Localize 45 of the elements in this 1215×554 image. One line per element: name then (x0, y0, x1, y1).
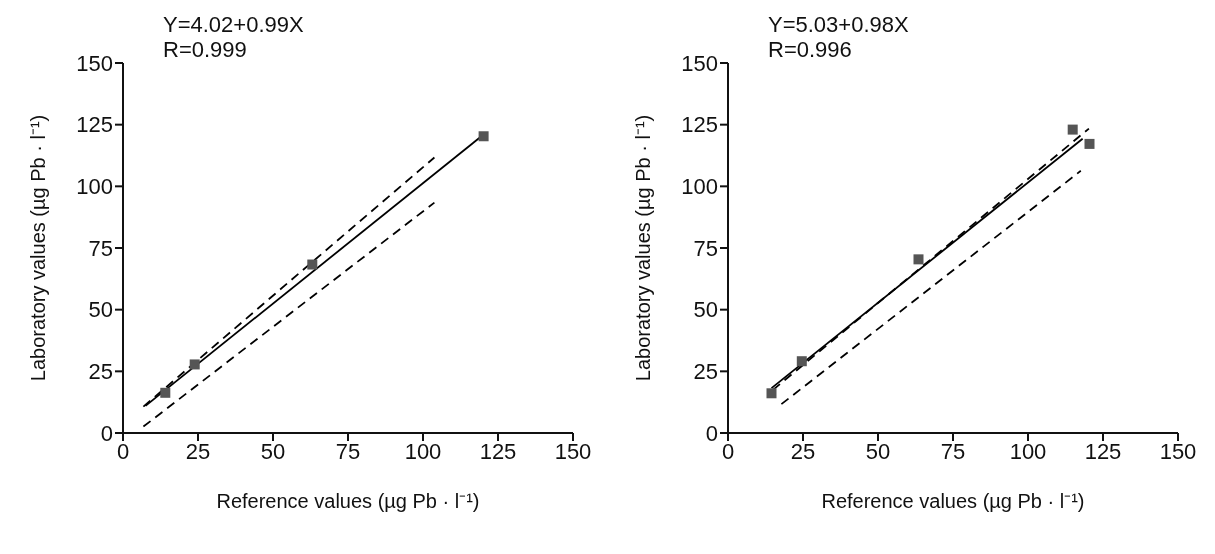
y-tick-label: 125 (76, 112, 113, 138)
point (766, 388, 777, 399)
y-tick-label: 0 (100, 420, 113, 446)
point (189, 359, 200, 370)
x-tick-label: 100 (404, 438, 442, 464)
point (913, 254, 924, 265)
x-tick-label: 25 (185, 438, 211, 464)
x-tick-label: 25 (790, 438, 816, 464)
point (160, 387, 171, 398)
point (307, 259, 318, 270)
y-tick-label: 50 (88, 297, 113, 323)
y-tick-label: 50 (693, 297, 718, 323)
y-tick-label: 25 (693, 359, 718, 385)
x-tick-label: 75 (335, 438, 361, 464)
x-tick-label: 50 (260, 438, 286, 464)
x-axis-title: Reference values (µg Pb · l⁻¹) (821, 490, 1085, 512)
x-tick-label: 150 (1159, 438, 1197, 464)
x-axis-title: Reference values (µg Pb · l⁻¹) (216, 490, 480, 512)
text: Y=4.02+0.99X (163, 12, 304, 37)
point (796, 356, 807, 367)
y-tick-label: 25 (88, 359, 113, 385)
y-tick-label: 150 (76, 50, 113, 76)
x-tick-label: 0 (116, 438, 130, 464)
x-tick-label: 75 (940, 438, 966, 464)
x-tick-label: 100 (1009, 438, 1047, 464)
y-tick-label: 150 (681, 50, 718, 76)
x-tick-label: 150 (554, 438, 592, 464)
y-tick-label: 100 (681, 174, 718, 200)
y-axis-title: Laboratory values (µg Pb · l⁻¹) (27, 114, 50, 382)
x-tick-label: 0 (721, 438, 735, 464)
point (1084, 138, 1095, 149)
y-tick-label: 75 (693, 235, 718, 261)
y-tick-label: 0 (705, 420, 718, 446)
x-tick-label: 125 (479, 438, 517, 464)
y-tick-label: 125 (681, 112, 718, 138)
y-tick-label: 75 (88, 235, 113, 261)
text: R=0.996 (768, 37, 853, 62)
y-tick-label: 100 (76, 174, 113, 200)
point (1067, 124, 1078, 135)
point (478, 131, 489, 142)
y-axis-title: Laboratory values (µg Pb · l⁻¹) (632, 114, 655, 382)
text: Y=5.03+0.98X (768, 12, 909, 37)
x-tick-label: 125 (1084, 438, 1122, 464)
x-tick-label: 50 (865, 438, 891, 464)
text: R=0.999 (163, 37, 248, 62)
